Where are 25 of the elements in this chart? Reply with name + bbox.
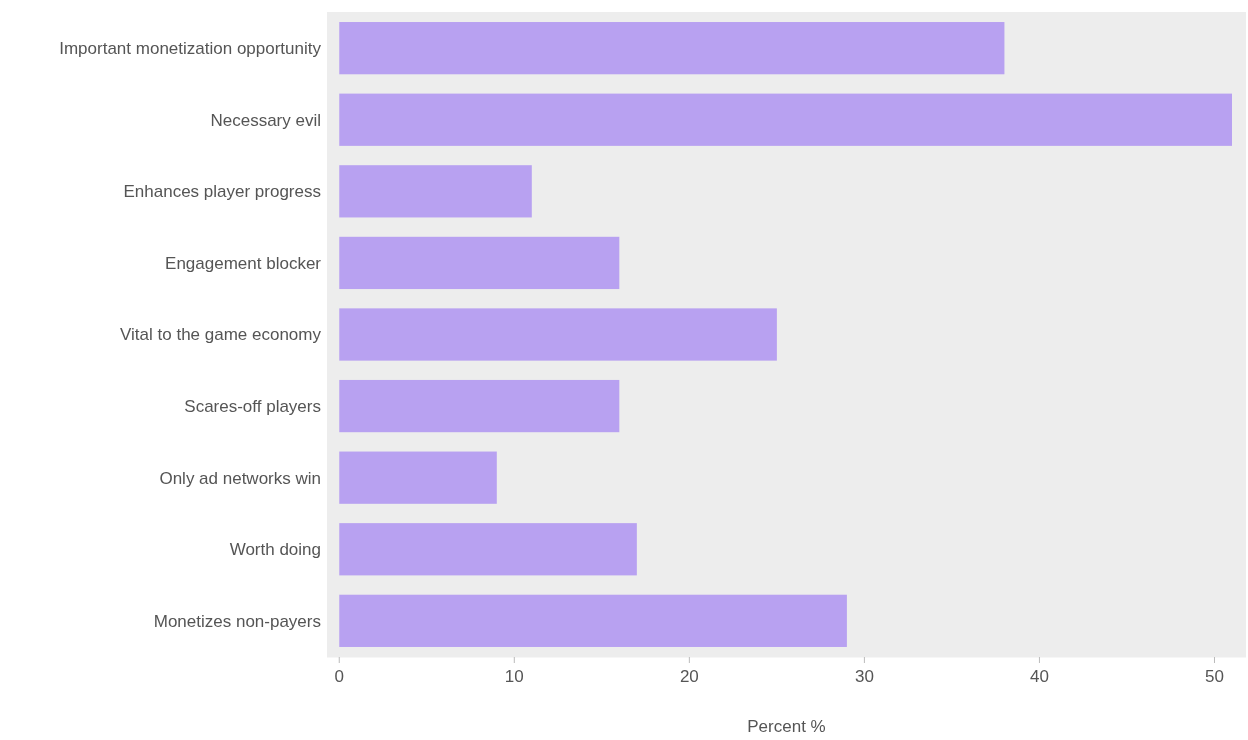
x-tick-label: 0: [334, 667, 344, 686]
x-tick-label: 30: [854, 667, 874, 686]
bar: [339, 22, 1005, 75]
x-tick-label: 20: [679, 667, 699, 686]
x-tick-label: 50: [1205, 667, 1224, 686]
bar: [339, 451, 497, 504]
y-tick-label: Only ad networks win: [159, 468, 321, 488]
y-tick-label: Engagement blocker: [165, 253, 322, 273]
x-tick-label: 10: [504, 667, 524, 686]
y-tick-label: Important monetization opportunity: [59, 39, 322, 59]
bar: [339, 236, 620, 290]
y-tick-label: Monetizes non-payers: [153, 611, 321, 631]
y-tick-label: Vital to the game economy: [120, 325, 322, 345]
bar: [339, 308, 777, 361]
bar: [339, 379, 620, 433]
y-tick-label: Worth doing: [229, 540, 321, 560]
y-tick-label: Enhances player progress: [123, 182, 321, 202]
y-tick-label: Necessary evil: [210, 110, 321, 130]
y-tick-label: Scares-off players: [184, 397, 321, 417]
x-axis-title: Percent %: [747, 717, 826, 736]
x-tick-label: 40: [1029, 667, 1049, 686]
bar: [339, 523, 637, 576]
bar: [339, 93, 1232, 146]
bar: [339, 594, 847, 647]
bar: [339, 165, 532, 218]
